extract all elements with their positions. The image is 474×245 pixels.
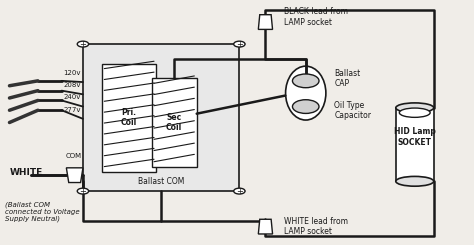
Bar xyxy=(83,44,239,191)
Text: (Ballast COM
connected to Voltage
Supply Neutral): (Ballast COM connected to Voltage Supply… xyxy=(5,201,79,222)
Bar xyxy=(396,108,434,181)
Text: COM: COM xyxy=(65,153,82,159)
Text: Ballast COM: Ballast COM xyxy=(138,177,184,186)
Text: WHITE: WHITE xyxy=(9,168,43,177)
Text: Oil Type
Capacitor: Oil Type Capacitor xyxy=(334,100,371,120)
Circle shape xyxy=(77,41,89,47)
Text: HID Lamp
SOCKET: HID Lamp SOCKET xyxy=(394,127,436,147)
Circle shape xyxy=(292,100,319,113)
Ellipse shape xyxy=(396,176,434,186)
Text: 120v: 120v xyxy=(63,70,81,76)
Bar xyxy=(102,64,156,172)
Text: +: + xyxy=(236,40,243,49)
Text: WHITE lead from
LAMP socket: WHITE lead from LAMP socket xyxy=(284,217,348,236)
Bar xyxy=(152,78,197,167)
Circle shape xyxy=(77,188,89,194)
Text: 208v: 208v xyxy=(63,82,81,88)
Text: 240v: 240v xyxy=(63,95,81,100)
Polygon shape xyxy=(66,168,83,183)
Text: Sec
Coil: Sec Coil xyxy=(166,113,182,132)
Text: 277v: 277v xyxy=(63,107,81,113)
Polygon shape xyxy=(258,219,273,234)
Text: BLACK lead from
LAMP socket: BLACK lead from LAMP socket xyxy=(284,7,348,27)
Ellipse shape xyxy=(399,108,430,117)
Text: +: + xyxy=(236,187,243,196)
Text: +: + xyxy=(80,187,86,196)
Ellipse shape xyxy=(396,103,434,113)
Text: +: + xyxy=(80,40,86,49)
Circle shape xyxy=(292,74,319,88)
Circle shape xyxy=(234,188,245,194)
Text: Ballast
CAP: Ballast CAP xyxy=(334,69,360,88)
Polygon shape xyxy=(258,15,273,29)
Circle shape xyxy=(234,41,245,47)
Ellipse shape xyxy=(285,66,326,120)
Text: Pri.
Coil: Pri. Coil xyxy=(121,108,137,127)
